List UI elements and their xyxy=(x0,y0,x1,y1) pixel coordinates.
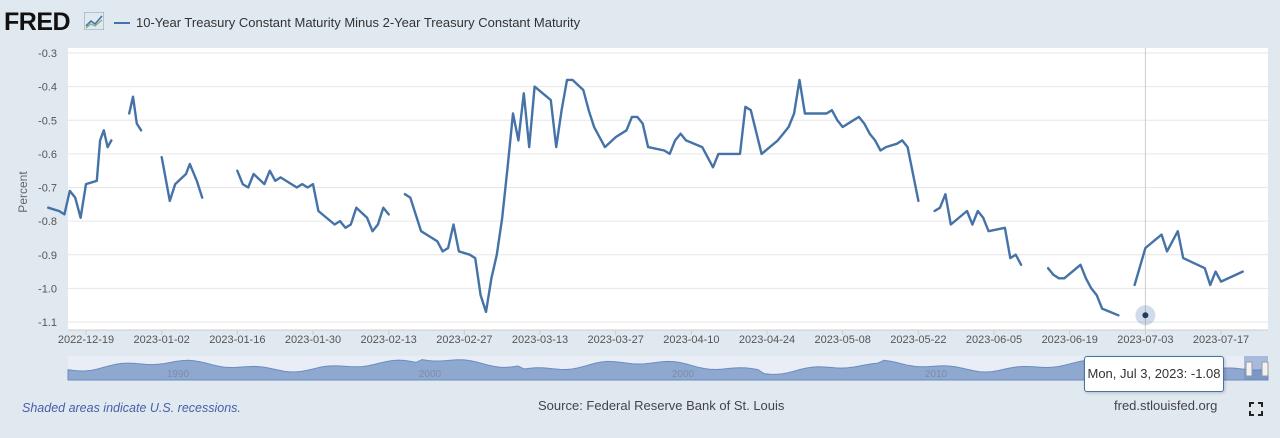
x-tick-label: 2023-06-19 xyxy=(1042,334,1098,346)
navigator-label: 2000 xyxy=(419,369,442,380)
series-line xyxy=(403,78,920,314)
x-tick-label: 2023-03-27 xyxy=(588,334,644,346)
tooltip-date: Mon, Jul 3, 2023: xyxy=(1087,366,1188,381)
x-tick-label: 2023-04-10 xyxy=(663,334,719,346)
series-line xyxy=(236,169,390,233)
y-tick-label: -0.6 xyxy=(38,149,57,161)
fred-chart-icon xyxy=(84,12,104,30)
x-tick-label: 2023-01-16 xyxy=(209,334,265,346)
tooltip: Mon, Jul 3, 2023: -1.08 xyxy=(1084,356,1224,392)
x-tick-label: 2023-05-08 xyxy=(815,334,871,346)
x-tick-label: 2023-02-27 xyxy=(436,334,492,346)
x-tick-label: 2023-01-02 xyxy=(134,334,190,346)
series-line xyxy=(933,192,1023,266)
navigator-area xyxy=(67,359,1269,381)
x-tick-label: 2022-12-19 xyxy=(58,334,114,346)
x-tick-label: 2023-02-13 xyxy=(361,334,417,346)
legend[interactable]: 10-Year Treasury Constant Maturity Minus… xyxy=(114,14,580,32)
recession-note: Shaded areas indicate U.S. recessions. xyxy=(22,401,241,415)
series-line xyxy=(1046,263,1120,317)
y-tick-label: -0.3 xyxy=(38,48,57,60)
y-tick-label: -0.7 xyxy=(38,183,57,195)
legend-swatch xyxy=(114,21,130,24)
series-line xyxy=(160,155,204,203)
series-line xyxy=(1133,229,1244,287)
x-tick-label: 2023-01-30 xyxy=(285,334,341,346)
x-tick-label: 2023-05-22 xyxy=(890,334,946,346)
tooltip-value: -1.08 xyxy=(1190,366,1221,381)
x-tick-label: 2023-06-05 xyxy=(966,334,1022,346)
y-tick-label: -0.9 xyxy=(38,250,57,262)
x-tick-label: 2023-04-24 xyxy=(739,334,795,346)
series-line xyxy=(127,95,143,132)
x-tick-label: 2023-07-17 xyxy=(1193,334,1249,346)
x-tick-label: 2023-03-13 xyxy=(512,334,568,346)
y-tick-label: -0.4 xyxy=(38,82,57,94)
navigator-label: 2000 xyxy=(672,369,695,380)
navigator-label: 1990 xyxy=(167,369,190,380)
source-text: Source: Federal Reserve Bank of St. Loui… xyxy=(538,398,785,413)
series-line xyxy=(47,129,113,220)
y-tick-label: -0.8 xyxy=(38,216,57,228)
navigator-handle-left[interactable] xyxy=(1245,361,1253,377)
highlight-point xyxy=(1142,312,1149,319)
y-tick-label: -1.0 xyxy=(38,283,57,295)
fullscreen-icon[interactable] xyxy=(1249,402,1263,416)
plot-area xyxy=(68,48,1268,330)
site-link[interactable]: fred.stlouisfed.org xyxy=(1114,398,1218,413)
navigator-handle-right[interactable] xyxy=(1261,361,1269,377)
legend-label: 10-Year Treasury Constant Maturity Minus… xyxy=(136,15,581,30)
x-tick-label: 2023-07-03 xyxy=(1117,334,1173,346)
navigator-label: 2010 xyxy=(925,369,948,380)
y-tick-label: -1.1 xyxy=(38,317,57,329)
fred-logo[interactable]: FRED xyxy=(4,8,71,36)
y-tick-label: -0.5 xyxy=(38,115,57,127)
